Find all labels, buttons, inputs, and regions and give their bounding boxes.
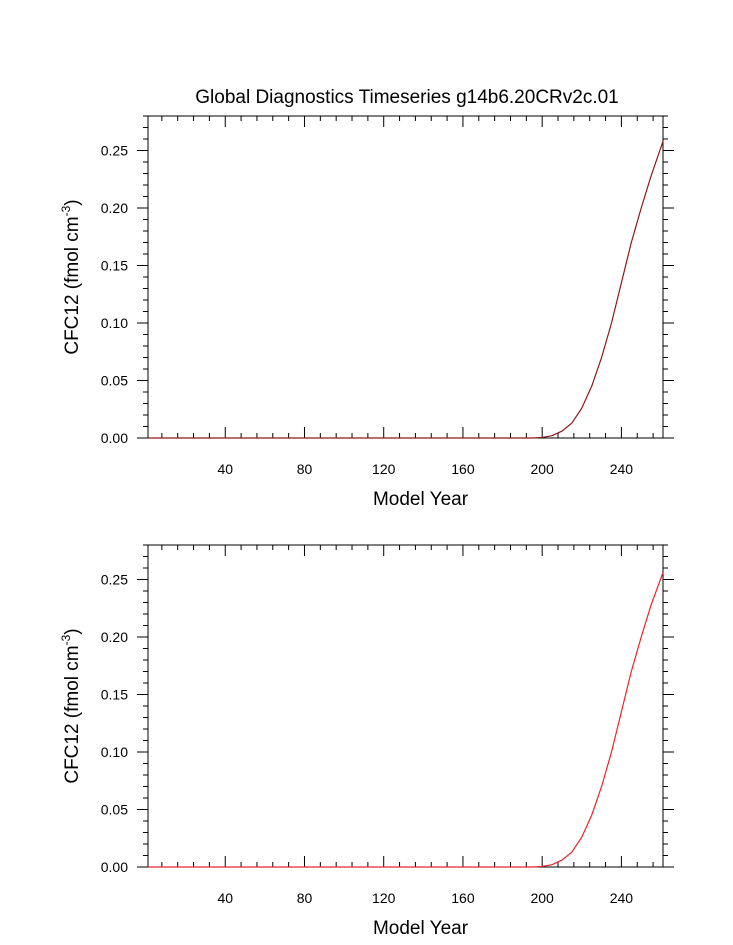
y-tick-label: 0.05 — [101, 373, 128, 389]
x-tick-label: 160 — [451, 461, 475, 477]
x-axis-label: Model Year — [373, 918, 469, 939]
x-tick-label: 80 — [297, 461, 313, 477]
x-tick-label: 240 — [610, 890, 634, 906]
top-plot-panel: 40 80 120 160 200 240 0.00 0.05 0.10 0.15 0.20 0.25… — [59, 115, 674, 510]
y-axis-label: CFC12 (fmol cm-3) — [59, 628, 83, 783]
x-tick-label: 120 — [372, 461, 396, 477]
x-tick-label: 40 — [217, 461, 233, 477]
series-line — [148, 572, 664, 868]
y-tick-label: 0.25 — [101, 143, 128, 159]
y-tick-label: 0.10 — [101, 315, 128, 331]
x-tick-label: 240 — [610, 461, 634, 477]
bottom-plot-panel: 40 80 120 160 200 240 0.00 0.05 0.10 0.15 0.20 0.25… — [59, 544, 674, 939]
x-tick-label: 120 — [372, 890, 396, 906]
x-tick-label: 80 — [297, 890, 313, 906]
y-tick-label: 0.25 — [101, 572, 128, 588]
y-tick-label: 0.00 — [101, 430, 128, 446]
x-tick-label: 200 — [530, 890, 554, 906]
chart-title: Global Diagnostics Timeseries g14b6.20CR… — [195, 87, 619, 108]
plot-frame — [147, 115, 664, 439]
y-tick-label: 0.10 — [101, 744, 128, 760]
plot-frame — [147, 544, 664, 868]
y-tick-label: 0.00 — [101, 859, 128, 875]
x-tick-label: 200 — [530, 461, 554, 477]
y-tick-label: 0.05 — [101, 802, 128, 818]
y-tick-label: 0.15 — [101, 258, 128, 274]
y-tick-label: 0.20 — [101, 200, 128, 216]
x-tick-label: 40 — [217, 890, 233, 906]
y-tick-label: 0.15 — [101, 687, 128, 703]
x-axis-label: Model Year — [373, 489, 469, 510]
series-line — [148, 141, 664, 439]
y-tick-label: 0.20 — [101, 629, 128, 645]
x-tick-label: 160 — [451, 890, 475, 906]
y-axis-label: CFC12 (fmol cm-3) — [59, 199, 83, 354]
